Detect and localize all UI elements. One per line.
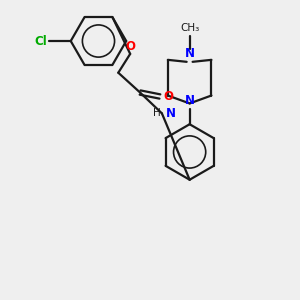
Text: CH₃: CH₃ [180, 23, 199, 33]
Text: N: N [184, 47, 195, 60]
Text: N: N [184, 94, 195, 107]
Text: N: N [166, 107, 176, 120]
Text: H: H [153, 108, 161, 118]
Text: O: O [163, 90, 173, 103]
Text: O: O [125, 40, 135, 53]
Text: Cl: Cl [34, 34, 47, 47]
